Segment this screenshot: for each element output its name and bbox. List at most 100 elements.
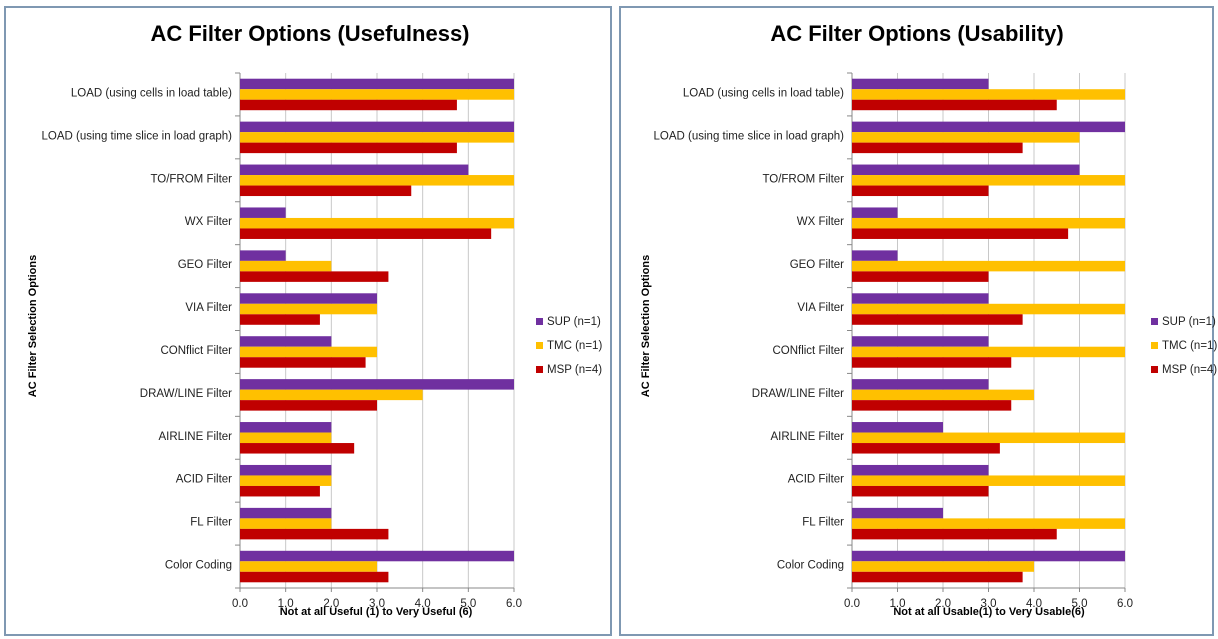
bar-msp <box>852 443 1000 454</box>
x-axis-label: Not at all Usable(1) to Very Usable(6) <box>893 606 1085 618</box>
bar-sup <box>852 293 989 304</box>
x-tick-label: 0.0 <box>232 598 248 610</box>
bar-sup <box>852 336 989 347</box>
bar-sup <box>240 464 332 476</box>
x-tick-label: 6.0 <box>506 598 522 610</box>
bar-msp <box>852 571 1023 583</box>
bar-sup <box>240 336 332 347</box>
bar-sup <box>852 207 898 218</box>
x-axis-label: Not at all Useful (1) to Very Useful (6) <box>280 606 473 618</box>
bar-tmc <box>240 475 332 486</box>
usefulness-chart: AC Filter Options (Usefulness) 0.0 1.0 2.0 3… <box>27 21 602 618</box>
category-label: LOAD (using time slice in load graph) <box>654 130 845 142</box>
chart-title: AC Filter Options (Usability) <box>770 21 1063 46</box>
category-label: GEO Filter <box>178 259 232 271</box>
bar-tmc <box>852 518 1125 529</box>
x-tick-label: 4.0 <box>1026 598 1042 610</box>
bar-msp <box>852 314 1023 325</box>
legend-swatch <box>536 342 543 349</box>
bar-msp <box>852 228 1069 239</box>
bar-tmc <box>240 89 514 100</box>
bar-tmc <box>240 432 332 444</box>
category-label: VIA Filter <box>797 302 844 314</box>
bar-sup <box>852 379 989 390</box>
category-label: AIRLINE Filter <box>159 431 233 443</box>
bar-tmc <box>852 132 1080 143</box>
bar-sup <box>852 550 1125 562</box>
bar-tmc <box>852 175 1125 186</box>
bar-tmc <box>852 89 1125 100</box>
category-label: ACID Filter <box>176 474 232 486</box>
category-label: LOAD (using cells in load table) <box>71 87 232 99</box>
bar-sup <box>852 164 1080 176</box>
bar-tmc <box>852 303 1125 315</box>
bar-msp <box>240 142 457 154</box>
bar-tmc <box>240 303 377 315</box>
legend-swatch <box>1151 366 1158 373</box>
x-tick-label: 0.0 <box>844 598 860 610</box>
legend-swatch <box>1151 318 1158 325</box>
bar-sup <box>240 550 514 562</box>
category-label: LOAD (using cells in load table) <box>683 87 844 99</box>
bar-msp <box>240 485 320 497</box>
bar-sup <box>240 207 286 218</box>
bar-msp <box>852 485 989 497</box>
x-tick-label: 5.0 <box>1072 598 1088 610</box>
bar-tmc <box>852 217 1125 229</box>
bar-sup <box>852 121 1125 133</box>
bar-tmc <box>240 132 514 143</box>
bar-sup <box>852 507 943 519</box>
bar-sup <box>240 507 332 519</box>
bar-sup <box>240 379 514 390</box>
bar-msp <box>240 185 412 197</box>
bar-msp <box>240 357 366 368</box>
bar-sup <box>852 250 898 261</box>
bar-msp <box>240 571 389 583</box>
bar-sup <box>240 422 332 433</box>
category-label: CONflict Filter <box>772 345 844 357</box>
chart-title: AC Filter Options (Usefulness) <box>150 21 469 46</box>
bar-sup <box>240 293 377 304</box>
category-label: DRAW/LINE Filter <box>752 388 844 400</box>
x-tick-label: 4.0 <box>415 598 431 610</box>
bar-msp <box>240 99 457 111</box>
bar-msp <box>852 357 1012 368</box>
x-tick-label: 3.0 <box>369 598 385 610</box>
bar-tmc <box>240 175 514 186</box>
category-label: TO/FROM Filter <box>762 173 844 185</box>
x-tick-label: 6.0 <box>1117 598 1133 610</box>
y-axis-label: AC Filter Selection Options <box>640 255 652 397</box>
bar-msp <box>240 228 492 239</box>
bar-msp <box>852 142 1023 154</box>
bar-msp <box>240 400 377 411</box>
category-label: Color Coding <box>165 560 232 572</box>
bar-tmc <box>240 518 332 529</box>
bar-msp <box>852 185 989 197</box>
bar-sup <box>852 464 989 476</box>
x-tick-label: 2.0 <box>323 598 339 610</box>
bar-sup <box>240 121 514 133</box>
bar-msp <box>852 99 1057 111</box>
bar-msp <box>240 314 320 325</box>
chart-panel-usability: AC Filter Options (Usability) 0.0 1.0 2.0 3.… <box>619 6 1217 636</box>
bar-tmc <box>852 432 1125 444</box>
bar-sup <box>240 78 514 90</box>
category-label: FL Filter <box>802 517 844 529</box>
category-label: WX Filter <box>797 216 844 228</box>
category-label: CONflict Filter <box>160 345 232 357</box>
legend-entry: TMC (n=1) <box>547 340 602 352</box>
bar-msp <box>852 400 1012 411</box>
legend-entry: MSP (n=4) <box>1162 364 1217 376</box>
bar-msp <box>240 443 355 454</box>
category-label: DRAW/LINE Filter <box>140 388 232 400</box>
legend-entry: TMC (n=1) <box>1162 340 1217 352</box>
legend-entry: SUP (n=1) <box>1162 316 1216 328</box>
bar-sup <box>852 422 943 433</box>
x-tick-label: 1.0 <box>278 598 294 610</box>
bar-tmc <box>852 475 1125 486</box>
bar-tmc <box>240 260 332 272</box>
category-label: LOAD (using time slice in load graph) <box>42 130 233 142</box>
category-label: Color Coding <box>777 560 844 572</box>
legend-entry: SUP (n=1) <box>547 316 601 328</box>
x-tick-label: 3.0 <box>981 598 997 610</box>
